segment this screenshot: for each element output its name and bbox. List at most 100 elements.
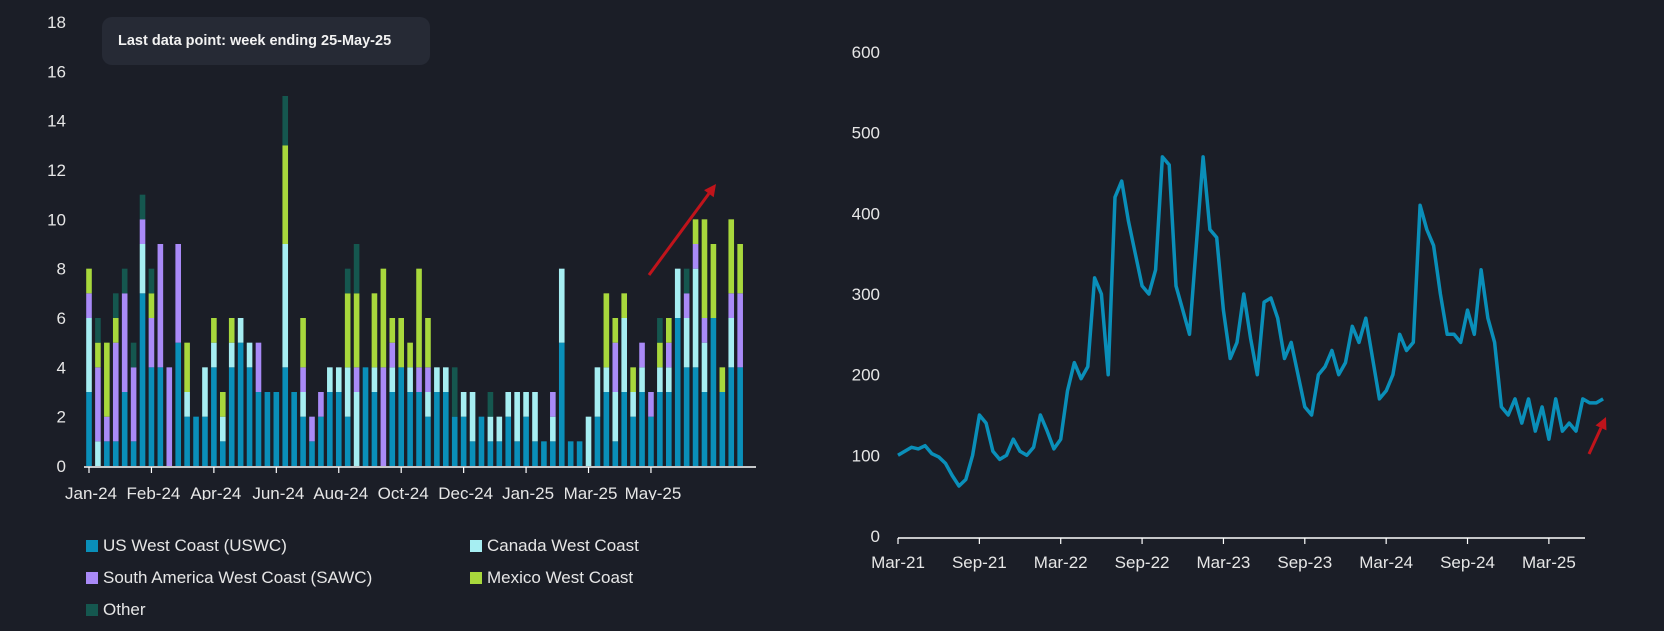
bar-segment xyxy=(416,268,422,368)
bar-segment xyxy=(184,342,190,392)
bar-segment xyxy=(184,392,190,417)
x-tick-label: Dec-24 xyxy=(438,484,493,500)
bar-segment xyxy=(309,416,315,442)
bar-segment xyxy=(407,367,413,392)
bar-segment xyxy=(639,367,645,392)
x-tick-label: May-25 xyxy=(625,484,682,500)
bar-segment xyxy=(148,318,155,368)
bar-segment xyxy=(425,367,431,392)
trend-arrow-head xyxy=(704,184,716,198)
bar-segment xyxy=(612,441,619,466)
bar-segment xyxy=(389,342,396,368)
bar-segment xyxy=(255,392,262,466)
legend-item-sawc: South America West Coast (SAWC) xyxy=(86,568,372,588)
bar-segment xyxy=(184,416,190,466)
legend-label-canada: Canada West Coast xyxy=(487,536,639,555)
bar-segment xyxy=(166,367,173,466)
y-tick-label: 0 xyxy=(871,527,880,546)
bar-segment xyxy=(353,293,360,368)
bar-segment xyxy=(371,392,378,466)
bar-segment xyxy=(576,441,583,466)
x-tick-label: Apr-24 xyxy=(190,484,241,500)
bar-segment xyxy=(469,441,476,466)
bar-segment xyxy=(157,244,164,368)
bar-segment xyxy=(130,441,137,466)
bar-segment xyxy=(728,318,735,368)
bar-segment xyxy=(327,392,333,466)
legend-swatch-mexico xyxy=(470,572,482,584)
legend-item-canada: Canada West Coast xyxy=(470,536,639,556)
bar-segment xyxy=(692,268,699,368)
x-tick-label: Sep-21 xyxy=(952,553,1007,572)
bar-segment xyxy=(567,441,574,466)
bar-segment xyxy=(666,392,672,466)
bar-segment xyxy=(425,392,431,417)
bar-segment xyxy=(621,293,627,318)
x-tick-label: Mar-23 xyxy=(1197,553,1251,572)
bar-segment xyxy=(487,392,494,417)
bar-segment xyxy=(327,367,333,392)
y-tick-label: 6 xyxy=(57,309,66,328)
bar-segment xyxy=(728,367,735,466)
bar-segment xyxy=(175,342,181,466)
bar-segment xyxy=(104,342,110,417)
last-data-point-note: Last data point: week ending 25-May-25 xyxy=(102,17,430,65)
y-tick-label: 600 xyxy=(852,43,880,62)
bar-segment xyxy=(139,293,146,466)
bar-segment xyxy=(523,392,529,417)
bar-segment xyxy=(425,416,431,466)
bar-segment xyxy=(692,244,699,269)
bar-segment xyxy=(505,392,512,417)
bar-segment xyxy=(719,392,726,466)
bar-segment xyxy=(630,367,636,392)
y-tick-label: 200 xyxy=(852,366,880,385)
bar-segment xyxy=(728,219,735,294)
x-tick-label: Sep-22 xyxy=(1115,553,1170,572)
x-tick-label: Sep-24 xyxy=(1440,553,1495,572)
y-tick-label: 100 xyxy=(852,446,880,465)
y-tick-label: 4 xyxy=(57,358,66,377)
x-tick-label: Sep-23 xyxy=(1277,553,1332,572)
bar-segment xyxy=(532,441,538,466)
bar-segment xyxy=(237,318,244,343)
bar-segment xyxy=(674,318,681,466)
bar-segment xyxy=(380,268,387,368)
legend-label-sawc: South America West Coast (SAWC) xyxy=(103,568,373,587)
bar-segment xyxy=(344,416,351,466)
bar-segment xyxy=(683,367,690,466)
bar-segment xyxy=(371,293,378,368)
bar-segment xyxy=(228,367,235,466)
bar-segment xyxy=(95,342,101,368)
bar-segment xyxy=(139,244,146,294)
x-tick-label: Mar-24 xyxy=(1359,553,1413,572)
bar-segment xyxy=(95,367,101,442)
x-tick-label: Feb-24 xyxy=(127,484,181,500)
bar-segment xyxy=(130,342,137,368)
bar-segment xyxy=(353,367,360,392)
stacked-bar-chart: 0 2 4 6 8 10 12 14 16 18 Jan-24 Feb-24 Apr-24 Jun-24 A… xyxy=(47,13,756,500)
bar-segment xyxy=(86,268,92,294)
bar-segment xyxy=(202,367,208,417)
bar-segment xyxy=(558,342,565,466)
y-tick-label: 300 xyxy=(852,285,880,304)
bar-segment xyxy=(514,441,520,466)
bar-segment xyxy=(362,367,369,466)
x-tick-label: Aug-24 xyxy=(313,484,368,500)
bar-segment xyxy=(469,392,476,442)
bar-segment xyxy=(148,268,155,294)
bar-segment xyxy=(728,293,735,318)
bar-segment xyxy=(648,392,654,417)
bar-segment xyxy=(683,268,690,294)
bar-segment xyxy=(434,392,440,466)
bar-segment xyxy=(95,318,101,343)
bar-segment xyxy=(683,318,690,368)
legend-item-mexico: Mexico West Coast xyxy=(470,568,633,588)
bar-segment xyxy=(674,268,681,318)
bar-segment xyxy=(603,293,610,368)
bar-segment xyxy=(550,392,556,417)
bar-segment xyxy=(737,367,743,466)
bar-segment xyxy=(246,342,253,368)
bar-segment xyxy=(246,367,253,466)
bar-segment xyxy=(460,392,467,417)
bar-segment xyxy=(523,416,529,466)
